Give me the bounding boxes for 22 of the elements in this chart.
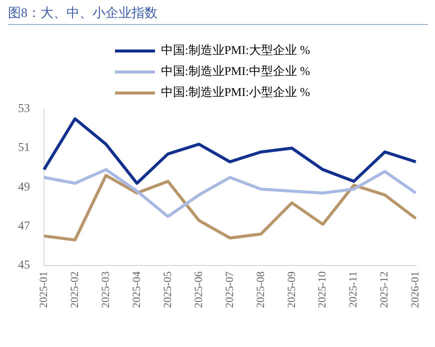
legend-label: 中国:制造业PMI:中型企业 % — [161, 64, 310, 78]
y-tick-label: 49 — [18, 179, 30, 194]
x-tick-label: 2025-11 — [348, 271, 360, 308]
chart-title: 图8：大、中、小企业指数 — [8, 4, 158, 22]
legend-label: 中国:制造业PMI:大型企业 % — [161, 43, 310, 58]
x-tick-label: 2025-07 — [224, 270, 236, 308]
x-tick-label: 2025-09 — [286, 270, 298, 308]
y-tick-label: 51 — [18, 140, 30, 154]
legend-label: 中国:制造业PMI:小型企业 % — [161, 85, 310, 100]
y-tick-label: 53 — [18, 101, 30, 116]
x-tick-label: 2025-02 — [68, 271, 81, 308]
y-tick-label: 45 — [18, 257, 30, 272]
x-tick-label: 2026-01 — [410, 271, 422, 308]
x-tick-label: 2025-06 — [192, 270, 205, 308]
y-tick-label: 47 — [18, 218, 30, 232]
x-tick-label: 2025-04 — [130, 270, 143, 308]
x-tick-label: 2025-10 — [316, 270, 329, 308]
x-tick-label: 2025-01 — [38, 271, 50, 308]
x-tick-label: 2025-05 — [162, 270, 174, 308]
x-tick-label: 2025-12 — [378, 271, 391, 308]
x-tick-label: 2025-03 — [100, 270, 112, 308]
x-tick-label: 2025-08 — [254, 270, 267, 308]
